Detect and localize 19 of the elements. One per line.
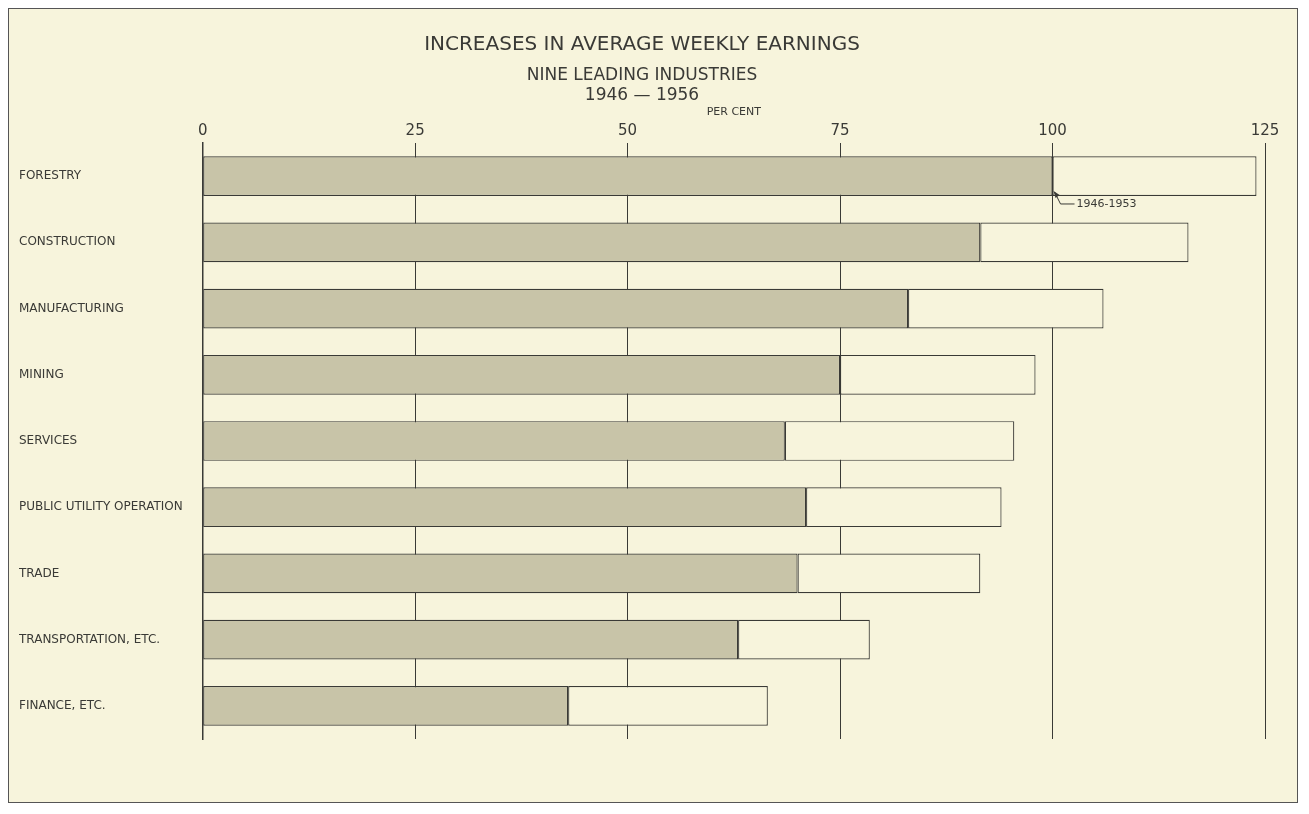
y-tick-label: TRADE <box>18 565 60 580</box>
y-tick-label: SERVICES <box>19 433 78 448</box>
x-tick-label: 0 <box>197 120 208 139</box>
x-tick-label: 100 <box>1038 120 1067 139</box>
y-tick-label: MANUFACTURING <box>19 300 124 315</box>
chart-title: INCREASES IN AVERAGE WEEKLY EARNINGS <box>424 31 860 56</box>
x-tick-label: 25 <box>405 120 425 139</box>
x-tick-label: 125 <box>1250 120 1280 139</box>
y-tick-label: CONSTRUCTION <box>19 234 116 249</box>
y-tick-label: MINING <box>19 366 64 381</box>
x-tick-label: 75 <box>830 120 850 139</box>
y-tick-label: TRANSPORTATION, ETC. <box>18 631 161 646</box>
x-tick-label: 50 <box>618 120 638 139</box>
x-axis-title: PER CENT <box>706 105 762 119</box>
y-tick-label: FORESTRY <box>19 168 82 183</box>
annotation: 1946-1953 <box>1076 196 1137 210</box>
y-tick-label: PUBLIC UTILITY OPERATION <box>19 499 183 514</box>
chart-subtitle: NINE LEADING INDUSTRIES 1946 — 1956 <box>526 63 758 105</box>
y-tick-label: FINANCE, ETC. <box>19 698 106 713</box>
